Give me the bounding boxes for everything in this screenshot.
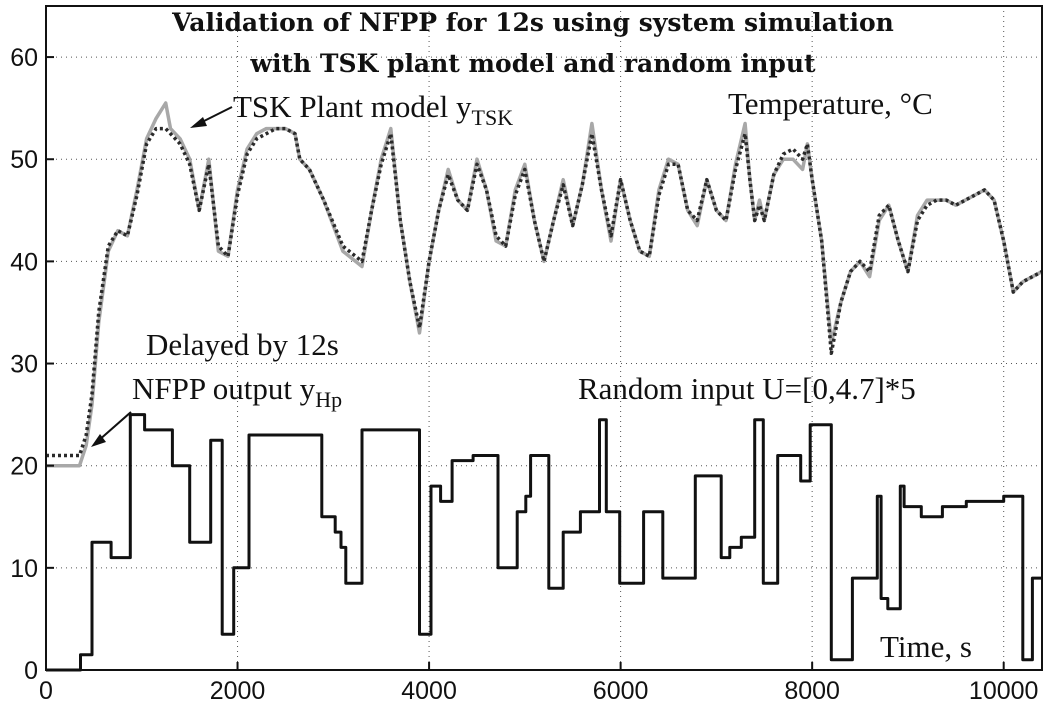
input-series-label: Random input U=[0,4.7]*5 bbox=[578, 371, 916, 406]
x-tick-label-0: 0 bbox=[39, 677, 53, 705]
input-series-line bbox=[46, 413, 1042, 672]
chart-title-line-2: with TSK plant model and random input bbox=[249, 49, 816, 78]
y-axis-label: Temperature, °C bbox=[728, 86, 933, 121]
y-tick-label-6: 60 bbox=[10, 44, 38, 72]
x-tick-label-3: 6000 bbox=[593, 677, 649, 705]
plot-frame bbox=[45, 5, 1043, 671]
tsk-series-line bbox=[46, 101, 1043, 468]
x-tick-label-4: 8000 bbox=[784, 677, 840, 705]
y-tick-label-0: 0 bbox=[24, 657, 38, 685]
y-tick-label-5: 50 bbox=[10, 146, 38, 174]
x-tick-label-5: 10000 bbox=[969, 677, 1039, 705]
nfpp-series-line bbox=[46, 126, 1043, 458]
tsk-arrow bbox=[190, 106, 233, 128]
x-axis-label: Time, s bbox=[880, 629, 972, 664]
y-tick-label-3: 30 bbox=[10, 351, 38, 379]
nfpp-series-label: NFPP output yHp bbox=[132, 371, 342, 412]
y-tick-label-2: 20 bbox=[10, 453, 38, 481]
nfpp-arrow bbox=[91, 411, 132, 447]
chart-title-line-1: Validation of NFPP for 12s using system … bbox=[171, 8, 894, 37]
delay-annotation: Delayed by 12s bbox=[146, 327, 339, 362]
y-tick-label-1: 10 bbox=[10, 555, 38, 583]
nfpp-subscript: Hp bbox=[315, 387, 342, 412]
plot-border bbox=[45, 5, 1043, 671]
x-tick-label-1: 2000 bbox=[210, 677, 266, 705]
tsk-subscript: TSK bbox=[472, 105, 514, 130]
tick-labels: 0 2000 4000 6000 8000 10000 0 10 20 30 40 50 60 bbox=[10, 44, 1038, 705]
x-tick-label-2: 4000 bbox=[401, 677, 457, 705]
series-layer bbox=[46, 101, 1043, 672]
tsk-series-label: TSK Plant model yTSK bbox=[233, 89, 513, 130]
y-tick-label-4: 40 bbox=[10, 248, 38, 276]
